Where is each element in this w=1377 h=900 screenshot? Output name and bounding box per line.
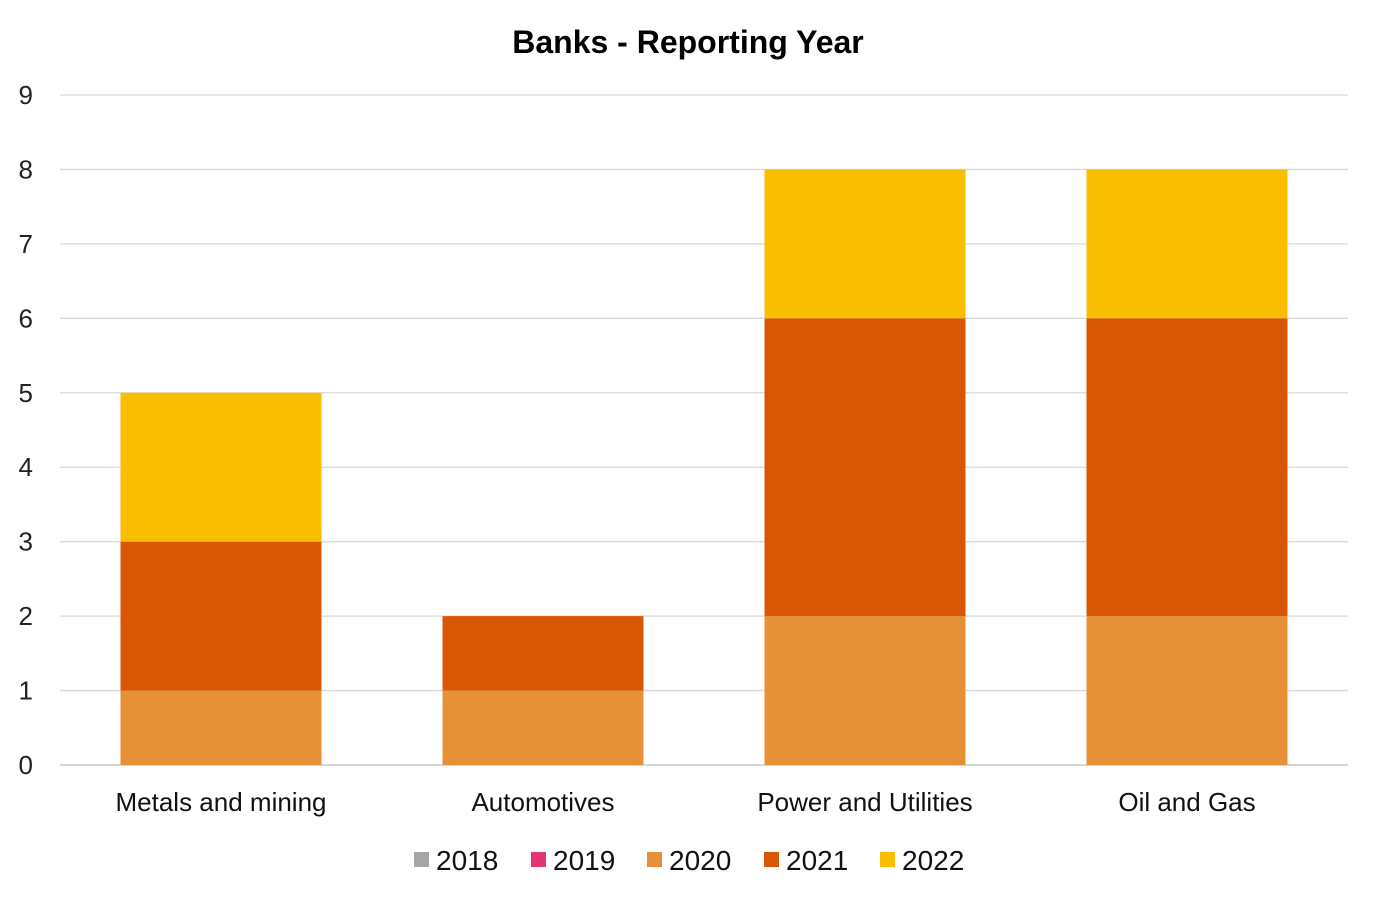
- bar-segment-2021: [120, 541, 322, 691]
- x-tick-label: Metals and mining: [116, 787, 327, 817]
- y-tick-label: 1: [19, 676, 33, 706]
- y-tick-label: 4: [19, 452, 33, 482]
- legend-swatch-2019: [531, 852, 546, 867]
- legend-label: 2021: [786, 845, 848, 876]
- y-tick-label: 2: [19, 601, 33, 631]
- bar-segment-2020: [120, 690, 322, 765]
- bar-segment-2021: [764, 318, 966, 617]
- legend-label: 2019: [553, 845, 615, 876]
- y-tick-label: 5: [19, 378, 33, 408]
- bar-segment-2022: [764, 169, 966, 319]
- bar-segment-2021: [442, 616, 644, 691]
- y-tick-label: 9: [19, 80, 33, 110]
- bar-segment-2020: [1086, 616, 1288, 765]
- x-tick-label: Oil and Gas: [1118, 787, 1255, 817]
- legend-swatch-2018: [414, 852, 429, 867]
- legend-label: 2018: [436, 845, 498, 876]
- x-tick-label: Automotives: [471, 787, 614, 817]
- legend-swatch-2022: [880, 852, 895, 867]
- y-tick-label: 6: [19, 303, 33, 333]
- y-tick-label: 8: [19, 154, 33, 184]
- bar-segment-2020: [442, 690, 644, 765]
- chart-title: Banks - Reporting Year: [512, 24, 864, 60]
- legend-label: 2020: [669, 845, 731, 876]
- legend-swatch-2020: [647, 852, 662, 867]
- legend-swatch-2021: [764, 852, 779, 867]
- y-tick-label: 3: [19, 527, 33, 557]
- bar-segment-2020: [764, 616, 966, 765]
- bar-segment-2022: [120, 392, 322, 542]
- bar-segment-2022: [1086, 169, 1288, 319]
- y-tick-label: 7: [19, 229, 33, 259]
- bar-segment-2021: [1086, 318, 1288, 617]
- y-tick-label: 0: [19, 750, 33, 780]
- legend-label: 2022: [902, 845, 964, 876]
- x-tick-label: Power and Utilities: [757, 787, 972, 817]
